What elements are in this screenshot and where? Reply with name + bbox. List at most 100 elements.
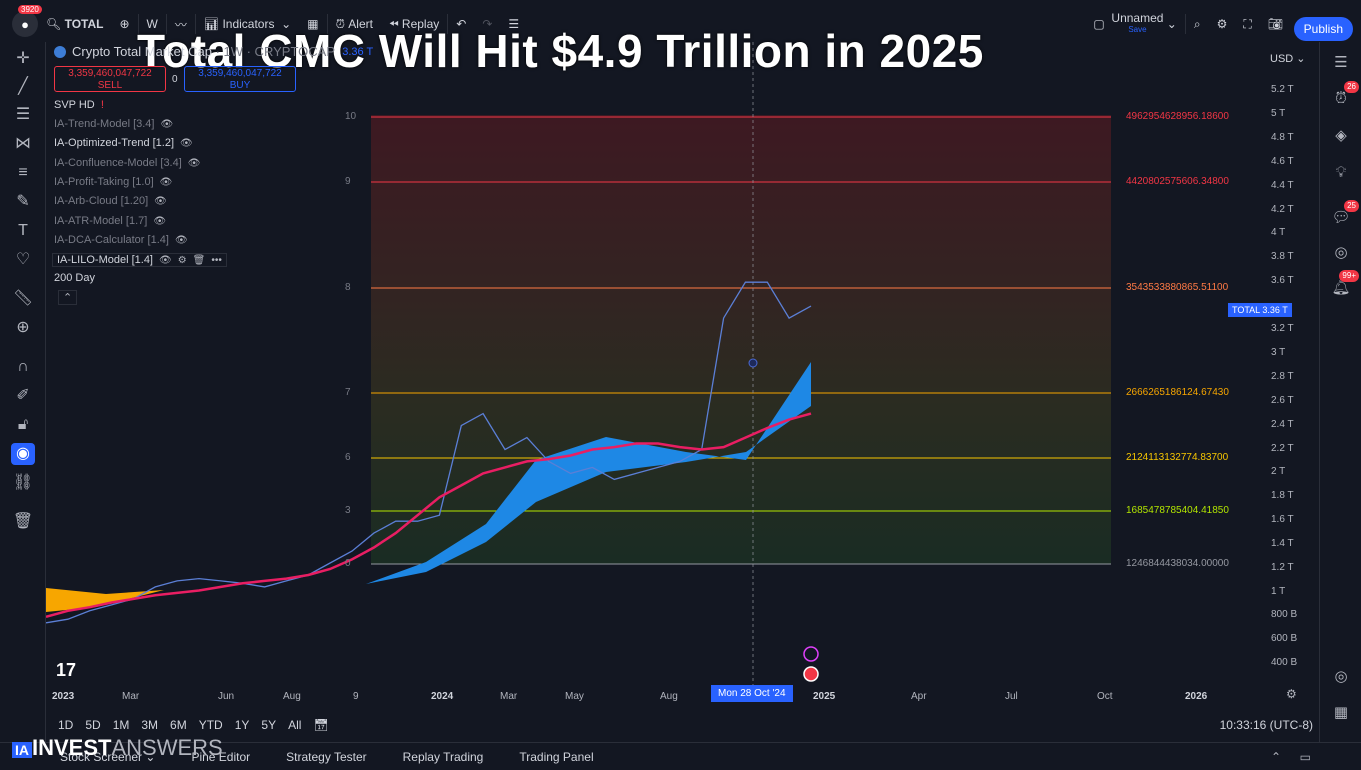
axis-settings-icon[interactable]: ⚙ [1286,687,1297,701]
publish-button[interactable]: Publish [1293,17,1353,41]
link-icon[interactable]: ⛓ [12,474,34,491]
event-flag-icon[interactable] [803,666,819,682]
footer-tab[interactable]: Trading Panel [519,749,594,764]
text-icon[interactable]: T [18,222,28,239]
eye-icon[interactable]: 👁︎ [160,119,174,130]
calendar-icon[interactable]: ▦ [1333,704,1349,721]
interval-button[interactable]: W [146,17,158,31]
alert-button[interactable]: ⏰︎ Alert [328,8,381,40]
range-button[interactable]: 1Y [234,718,250,732]
symbol-legend[interactable]: Crypto Total Market Cap · 1W · CRYPTOCAP… [54,44,373,59]
brush-icon[interactable]: ✎ [16,193,30,210]
eye-icon[interactable]: 👁︎ [159,176,173,188]
gear-icon[interactable]: ⚙ [177,255,187,267]
fullscreen-icon: ⛶ [1243,16,1252,31]
crosshair-icon[interactable]: ✛ [16,50,30,67]
heart-icon[interactable]: ♡ [15,251,31,268]
replay-button[interactable]: ⏪︎ Replay [381,8,447,40]
pencil-lock-icon[interactable]: ✐ [16,387,30,404]
symbol-search[interactable]: 🔍︎ TOTAL [38,8,111,40]
snapshot-button[interactable]: 📷︎ [1260,8,1291,40]
indicator-label: IA-ATR-Model [1.7] [54,214,148,227]
range-button[interactable]: 1M [112,718,130,732]
buy-button[interactable]: 3,359,460,047,722 BUY [184,66,296,92]
fullscreen-button[interactable]: ⛶ [1235,8,1259,40]
trendline-icon[interactable]: ╱ [18,78,28,95]
ruler-icon[interactable]: 📏︎ [12,290,34,307]
layers-icon[interactable]: ◈ [1335,127,1347,144]
indicator-legend-item[interactable]: IA-LILO-Model [1.4] 👁︎ ⚙ 🗑︎ ••• [52,253,227,268]
user-avatar[interactable]: ● 3920 [12,5,42,37]
target-icon[interactable]: ◎ [1334,668,1348,685]
indicator-legend-item[interactable]: IA-DCA-Calculator [1.4] 👁︎ [54,234,188,246]
layout-menu[interactable]: ▢ Unnamed Save ⌄ [1085,8,1184,40]
eye-icon[interactable]: 👁︎ [180,138,193,150]
price-tick: 2.8 T [1271,371,1294,382]
horizontal-lines-icon[interactable]: ☰ [15,106,31,123]
indicator-legend-item[interactable]: IA-Profit-Taking [1.0] 👁︎ [54,176,172,188]
indicator-legend-item[interactable]: IA-ATR-Model [1.7] 👁︎ [54,215,166,227]
indicator-legend-item[interactable]: IA-Optimized-Trend [1.2] 👁︎ [54,137,193,149]
indicators-button[interactable]: 📊︎ Indicators ⌄ [196,8,299,40]
maximize-icon[interactable]: ▭ [1299,749,1311,764]
trash-icon[interactable]: 🗑︎ [12,513,34,530]
templates-button[interactable]: ▦ [299,8,326,40]
quick-search-button[interactable]: ⌕ [1186,8,1209,40]
range-button[interactable]: 6M [170,718,187,732]
chart-type-button[interactable]: 〰 [167,8,195,40]
settings-button[interactable]: ⚙ [1209,8,1236,40]
more-icon[interactable]: ••• [211,255,222,267]
trash-icon[interactable]: 🗑︎ [192,255,206,267]
indicator-legend-item[interactable]: IA-Trend-Model [3.4] 👁︎ [54,118,173,130]
range-button[interactable]: 5D [85,718,101,732]
eye-icon[interactable]: 👁︎ [154,196,167,208]
price-tick: 400 B [1271,657,1298,668]
magnet-icon[interactable]: ∩ [17,358,29,375]
redo-icon: ↷ [482,17,493,31]
streams-icon[interactable]: ◎ [1334,244,1348,261]
range-button[interactable]: 5Y [261,718,277,732]
range-button[interactable]: 1D [58,718,74,732]
footer-tab[interactable]: Strategy Tester [286,749,367,764]
footer-tab[interactable]: Stock Screener ⌄ [60,749,156,764]
price-chart[interactable] [46,42,1319,710]
footer-tab[interactable]: Replay Trading [402,749,484,764]
chevron-up-icon[interactable]: ⌃ [1270,749,1281,764]
eye-icon[interactable]: 👁︎ [153,215,167,227]
chat-icon[interactable]: 💬︎ 25 [1329,200,1359,229]
eye-icon[interactable]: 👁︎ [187,157,201,169]
zoom-in-icon[interactable]: ⊕ [16,319,30,336]
eye-icon[interactable]: 👁︎ [174,234,188,246]
compare-button[interactable]: ⊕ [111,8,137,40]
indicator-legend-item[interactable]: IA-Confluence-Model [3.4] 👁︎ [54,157,201,169]
fib-icon[interactable]: ≡ [18,164,28,181]
pattern-icon[interactable]: ⋈ [15,135,31,152]
undo-button[interactable]: ↶ [448,8,474,40]
range-button[interactable]: All [288,718,302,732]
redo-button[interactable]: ↷ [474,8,500,40]
event-flash-icon[interactable] [803,646,819,662]
goto-date-button[interactable]: 📅︎ [307,718,334,732]
fib-zone [371,115,1111,564]
notifications-icon[interactable]: 🔔︎ 99+ [1329,270,1359,299]
svp-indicator[interactable]: SVP HD ! [54,99,104,111]
lock-icon[interactable]: 🔓︎ [17,416,29,433]
currency-select[interactable]: USD ⌄ [1270,53,1306,65]
watchlist-icon[interactable]: ☰ [1334,54,1348,71]
indicator-legend-item[interactable]: IA-Arb-Cloud [1.20] 👁︎ [54,195,167,207]
menu-button[interactable]: ☰ [500,8,527,40]
footer-tab[interactable]: Pine Editor [191,749,251,764]
sell-button[interactable]: 3,359,460,047,722 SELL [54,66,166,92]
hide-drawings-icon[interactable]: ◉ [11,443,35,465]
collapse-legend-button[interactable]: ⌃ [58,290,78,305]
clock[interactable]: 10:33:16 (UTC-8) [1219,718,1313,732]
range-button[interactable]: YTD [198,718,223,732]
alerts-icon[interactable]: ⏰︎ 26 [1329,81,1359,110]
fib-level-number: 3 [345,505,351,516]
fib-price-label: 2124113132774.83700 [1126,452,1229,463]
eye-icon[interactable]: 👁︎ [159,255,172,267]
range-button[interactable]: 3M [141,718,159,732]
ideas-icon[interactable]: 💡︎ [1335,164,1347,181]
indicator-200-day[interactable]: 200 Day [54,272,95,284]
